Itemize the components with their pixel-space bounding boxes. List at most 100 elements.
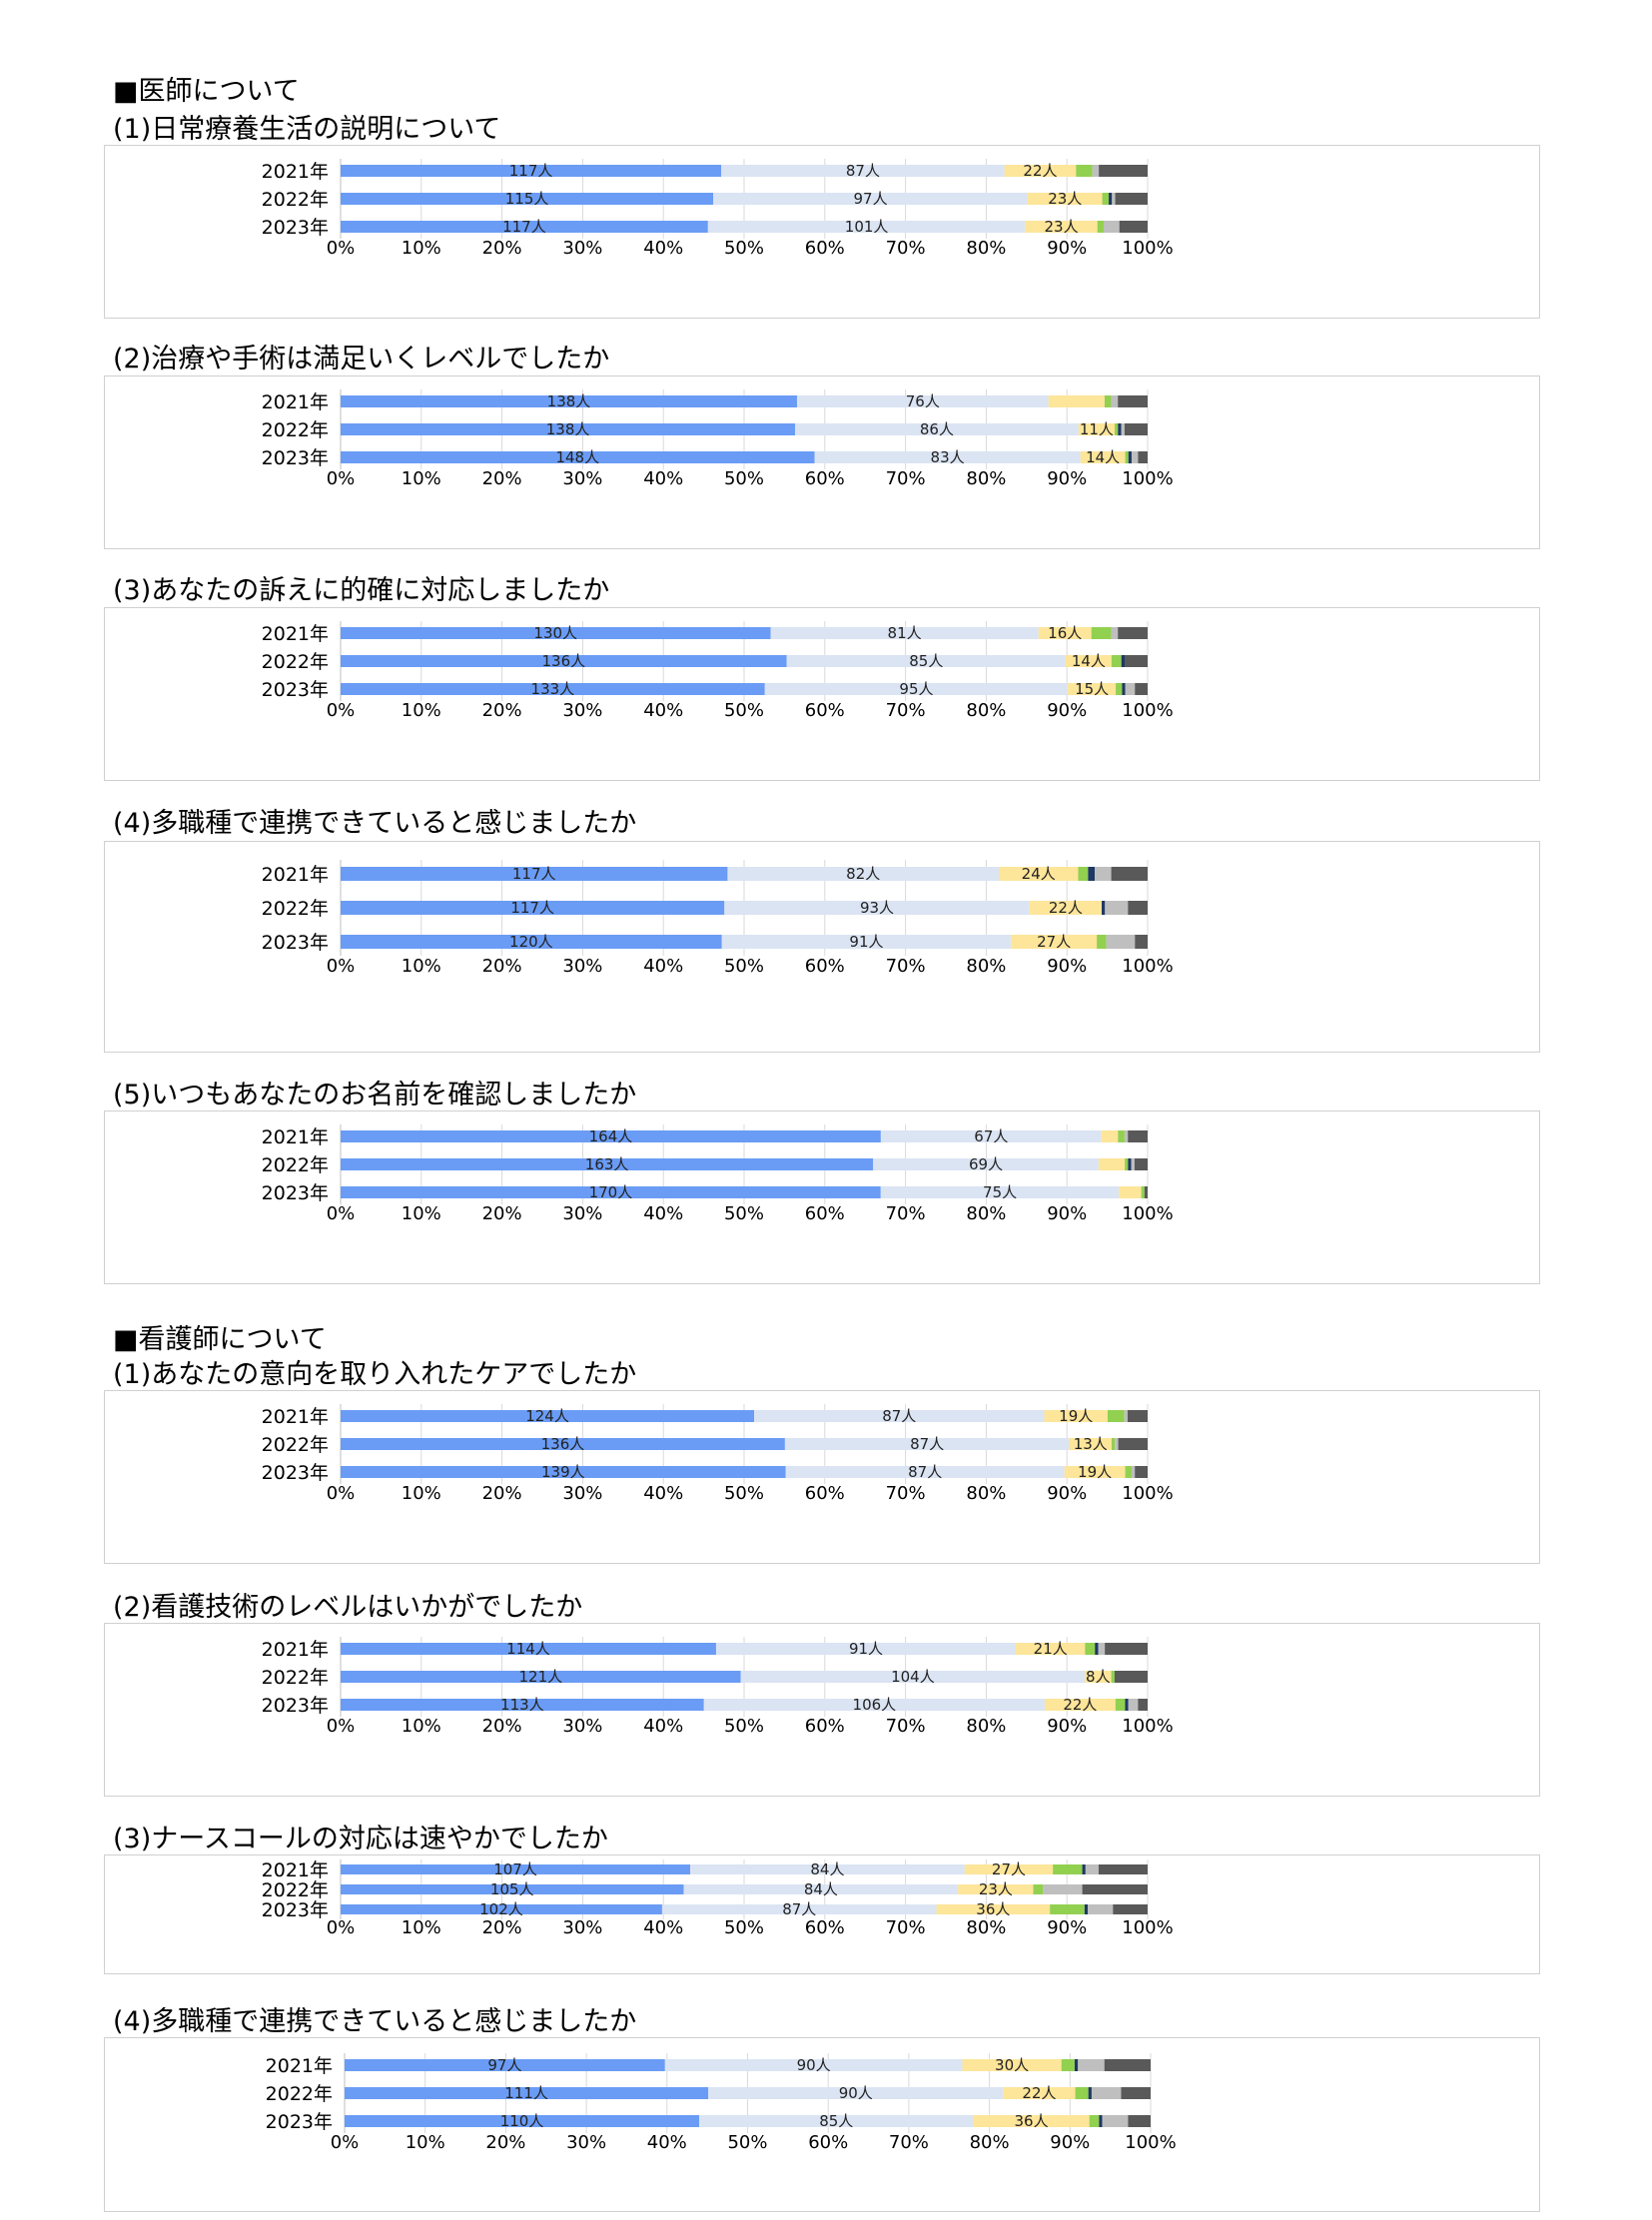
bar-segment [1119,1186,1142,1198]
tick-label: 0% [327,468,356,489]
tick-label: 60% [805,238,845,259]
tick-label: 40% [643,1917,683,1938]
data-label: 138人 [546,420,590,438]
bar-segment [1050,1904,1085,1914]
bar-segment [1128,2115,1151,2127]
tick-label: 90% [1047,1203,1087,1224]
bar-segment [1033,1884,1044,1894]
data-label: 82人 [846,865,880,883]
bar-segment [1124,1410,1128,1422]
tick-label: 70% [886,1917,926,1938]
bar-segment [345,2059,665,2071]
data-label: 138人 [547,392,591,410]
bar-segment [341,193,714,205]
tick-label: 80% [966,956,1006,977]
data-label: 90人 [797,2056,831,2074]
tick-label: 20% [482,1203,522,1224]
tick-label: 80% [966,1716,1006,1737]
data-label: 114人 [506,1640,550,1658]
tick-label: 10% [406,2132,445,2153]
bar-segment [1025,221,1098,233]
data-label: 139人 [541,1463,585,1481]
bar-segment [1069,1438,1113,1450]
tick-label: 100% [1122,956,1173,977]
bar-segment [1099,165,1148,177]
tick-label: 30% [562,1483,602,1504]
tick-label: 20% [482,700,522,721]
tick-label: 30% [562,238,602,259]
chart-frame: 2021年 164人 67人 2022年 163人 69人 2023年 170人 75人 0% 10… [104,1110,1540,1284]
bar-segment [699,2115,974,2127]
bar-segment [1124,423,1148,435]
bar-segment [341,935,722,949]
bar-segment [721,165,1005,177]
bar-segment [1076,165,1093,177]
bar-segment [341,901,725,915]
category-label: 2022年 [262,898,329,920]
question-title: (2)治療や手術は満足いくレベルでしたか [113,344,610,374]
data-label: 87人 [846,162,880,180]
tick-label: 100% [1122,1203,1173,1224]
data-label: 16人 [1048,624,1082,642]
data-label: 30人 [995,2056,1029,2074]
tick-label: 10% [402,956,441,977]
data-label: 117人 [509,162,553,180]
data-label: 11人 [1080,420,1114,438]
bar-segment [1092,165,1100,177]
data-label: 85人 [909,652,943,670]
bar-segment [341,451,815,463]
tick-label: 80% [970,2132,1010,2153]
bar-segment [341,1438,785,1450]
data-label: 14人 [1072,652,1106,670]
tick-label: 60% [805,468,845,489]
data-label: 19人 [1078,1463,1112,1481]
bar-segment [1102,901,1106,915]
tick-label: 100% [1122,1917,1173,1938]
bar-segment [1116,683,1123,695]
bar-segment [341,395,797,407]
tick-label: 40% [643,1716,683,1737]
tick-label: 60% [805,1917,845,1938]
bar-segment [795,423,1079,435]
tick-label: 0% [327,1203,356,1224]
bar-segment [1138,1699,1148,1711]
tick-label: 40% [647,2132,687,2153]
question-title: (1)日常療養生活の説明について [113,114,501,145]
bar-segment [1118,423,1122,435]
tick-label: 90% [1047,1483,1087,1504]
tick-label: 0% [331,2132,360,2153]
data-label: 136人 [542,652,586,670]
tick-label: 70% [886,956,926,977]
data-label: 117人 [502,218,546,236]
bar-segment [1095,1643,1099,1655]
data-label: 84人 [810,1860,844,1878]
tick-label: 80% [966,238,1006,259]
data-label: 83人 [931,448,965,466]
bar-segment [1048,395,1105,407]
chart-frame: 2021年 117人 87人 22人 2022年 115人 97人 23人 2023年 117人 1… [104,145,1540,319]
category-label: 2021年 [262,1859,329,1881]
data-label: 91人 [849,933,883,951]
data-label: 97人 [487,2056,521,2074]
tick-label: 30% [562,468,602,489]
bar-segment [1003,2087,1076,2099]
category-label: 2023年 [262,1182,329,1204]
data-label: 14人 [1086,448,1120,466]
bar-segment [1078,2059,1105,2071]
bar-segment [683,1884,959,1894]
category-label: 2023年 [262,1899,329,1921]
bar-segment [1111,867,1148,881]
tick-label: 30% [566,2132,606,2153]
bar-segment [1029,901,1103,915]
stacked-bar-chart: 2021年 114人 91人 21人 2022年 121人 104人 8人 2023年 113人 1… [262,1637,1174,1737]
category-label: 2023年 [262,447,329,469]
bar-segment [1131,451,1139,463]
tick-label: 100% [1122,1716,1173,1737]
bar-segment [690,1864,965,1874]
category-label: 2023年 [262,679,329,701]
tick-label: 90% [1047,468,1087,489]
bar-segment [1115,193,1148,205]
bar-segment [958,1884,1034,1894]
question-title: (2)看護技術のレベルはいかがでしたか [113,1592,583,1623]
bar-segment [1088,867,1096,881]
